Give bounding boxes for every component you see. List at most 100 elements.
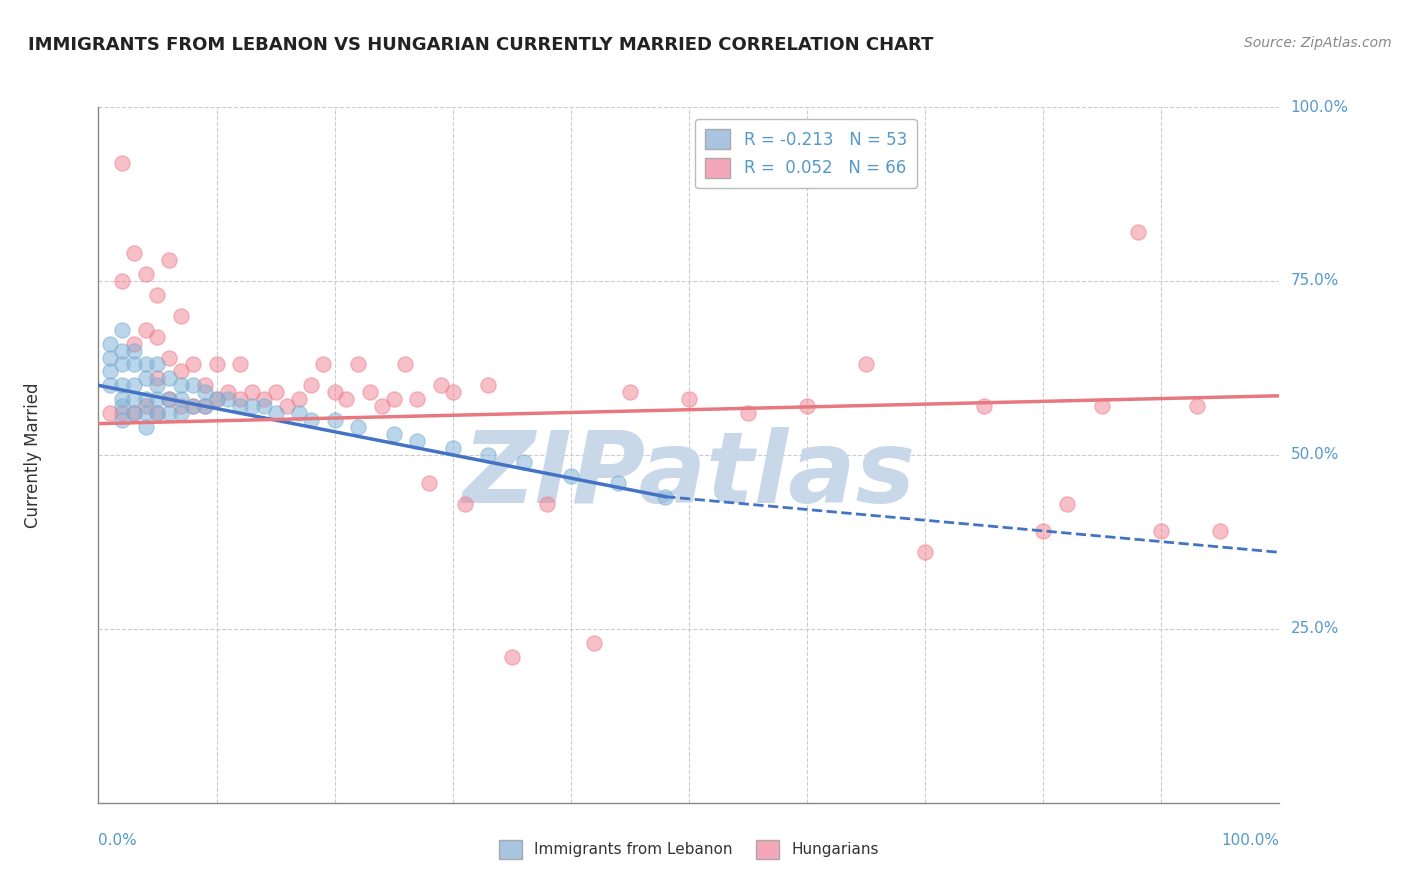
Point [122,406,145,420]
Point [607,475,630,490]
Point [359,385,381,400]
Point [1056,497,1078,511]
Text: Source: ZipAtlas.com: Source: ZipAtlas.com [1244,36,1392,50]
Point [135,323,157,337]
Point [276,399,298,413]
Point [382,427,405,442]
Point [98,364,121,378]
Point [323,385,346,400]
Point [430,378,453,392]
Text: IMMIGRANTS FROM LEBANON VS HUNGARIAN CURRENTLY MARRIED CORRELATION CHART: IMMIGRANTS FROM LEBANON VS HUNGARIAN CUR… [28,36,934,54]
Point [135,371,157,385]
Point [1032,524,1054,539]
Point [654,490,676,504]
Point [181,358,204,372]
Point [194,399,217,413]
Point [501,649,523,664]
Point [477,378,499,392]
Point [536,497,558,511]
Point [347,420,370,434]
Point [335,392,357,407]
Point [1209,524,1232,539]
Point [98,406,121,420]
Point [347,358,370,372]
Point [619,385,641,400]
Point [512,455,534,469]
Point [98,378,121,392]
Point [678,392,700,407]
Point [253,399,276,413]
Point [146,392,169,407]
Point [111,155,134,169]
Point [796,399,818,413]
Text: 50.0%: 50.0% [1291,448,1339,462]
Point [299,413,322,427]
Point [264,385,287,400]
Text: 100.0%: 100.0% [1291,100,1348,114]
Point [146,288,169,302]
Point [583,636,606,650]
Point [406,392,429,407]
Point [240,399,263,413]
Point [98,351,121,365]
Point [146,329,169,343]
Point [1150,524,1173,539]
Point [146,378,169,392]
Point [122,358,145,372]
Point [170,364,193,378]
Point [146,406,169,420]
Point [111,343,134,358]
Point [170,378,193,392]
Point [181,378,204,392]
Point [135,358,157,372]
Point [135,392,157,407]
Point [135,420,157,434]
Point [111,274,134,288]
Point [371,399,394,413]
Point [441,385,464,400]
Point [229,392,252,407]
Point [122,343,145,358]
Text: 0.0%: 0.0% [98,833,138,848]
Point [229,399,252,413]
Point [146,406,169,420]
Point [477,448,499,462]
Point [181,399,204,413]
Point [146,371,169,385]
Point [122,392,145,407]
Point [135,406,157,420]
Point [288,406,311,420]
Point [122,246,145,260]
Point [560,468,582,483]
Point [111,413,134,427]
Point [406,434,429,448]
Point [240,385,263,400]
Point [122,336,145,351]
Point [111,358,134,372]
Point [205,392,228,407]
Point [194,385,217,400]
Text: 25.0%: 25.0% [1291,622,1339,636]
Point [111,323,134,337]
Text: 100.0%: 100.0% [1222,833,1279,848]
Point [737,406,759,420]
Point [170,392,193,407]
Point [111,378,134,392]
Point [170,309,193,323]
Point [157,351,180,365]
Point [157,392,180,407]
Point [205,358,228,372]
Point [135,267,157,281]
Point [122,378,145,392]
Text: 75.0%: 75.0% [1291,274,1339,288]
Point [382,392,405,407]
Point [122,406,145,420]
Text: ZIPatlas: ZIPatlas [463,427,915,524]
Point [229,358,252,372]
Point [973,399,995,413]
Point [170,406,193,420]
Point [157,406,180,420]
Point [1091,399,1114,413]
Text: Currently Married: Currently Married [24,382,42,528]
Point [288,392,311,407]
